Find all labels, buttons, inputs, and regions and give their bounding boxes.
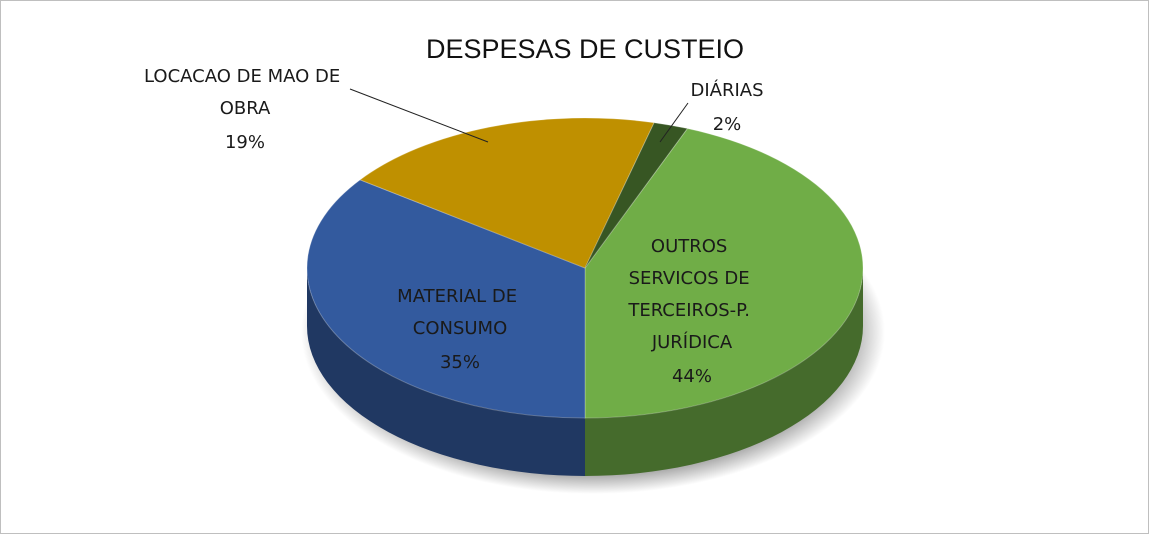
- chart-title: DESPESAS DE CUSTEIO: [426, 34, 744, 64]
- data-label-value: 35%: [440, 352, 480, 373]
- data-label-value: 44%: [672, 366, 712, 387]
- data-label-category: MATERIAL DE CONSUMO: [397, 286, 523, 339]
- leader-line: [659, 102, 689, 143]
- pie-slice: [359, 117, 655, 269]
- slice-side: [585, 268, 863, 476]
- data-label-category: OUTROS SERVICOS DE TERCEIROS-P. JURÍDICA: [627, 236, 755, 353]
- slice-side: [307, 268, 585, 476]
- data-label-value: 19%: [225, 132, 265, 153]
- pie-slice: [306, 179, 586, 419]
- pie-slice: [584, 122, 689, 269]
- leader-line: [349, 88, 489, 143]
- data-label-category: DIÁRIAS: [690, 79, 763, 101]
- pie-slice: [584, 127, 864, 419]
- data-label-category: LOCACAO DE MAO DE OBRA: [144, 66, 346, 119]
- data-label-value: 2%: [713, 114, 742, 135]
